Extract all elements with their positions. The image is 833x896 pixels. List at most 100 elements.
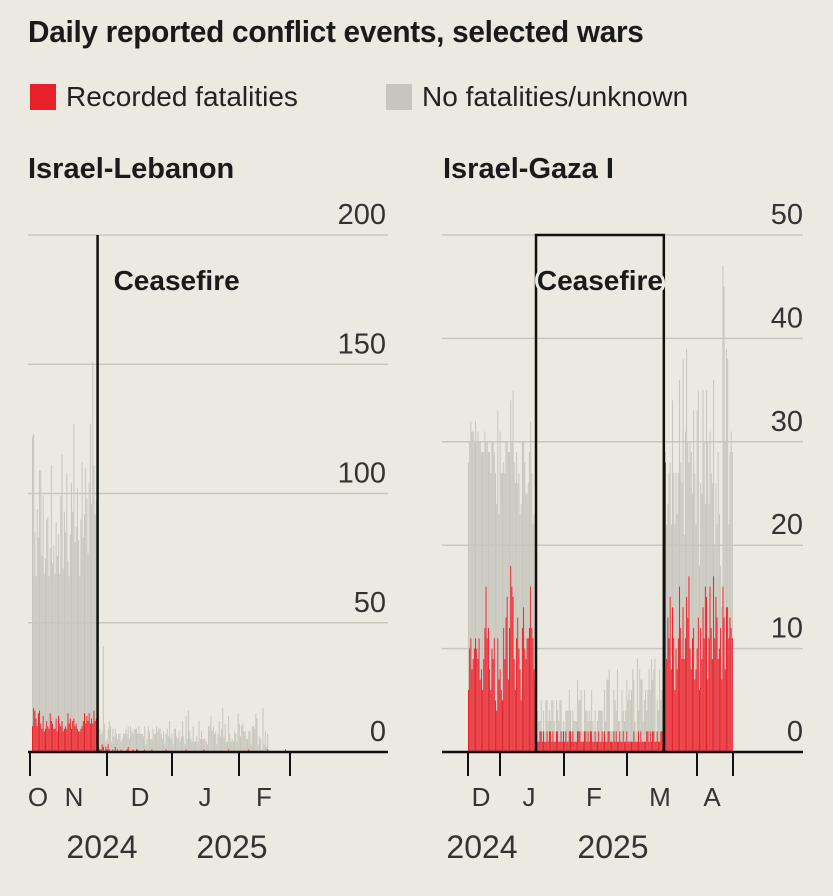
bar-fatalities — [55, 718, 57, 752]
bar-no-fatalities — [59, 573, 61, 724]
bar-fatalities — [53, 728, 55, 752]
bar-fatalities — [58, 715, 60, 752]
x-month-label: N — [65, 782, 84, 812]
bar-no-fatalities — [485, 441, 487, 587]
bar-fatalities — [613, 731, 615, 752]
bar-no-fatalities — [472, 431, 474, 659]
bar-no-fatalities — [607, 679, 609, 732]
bar-no-fatalities — [182, 720, 184, 752]
bar-no-fatalities — [627, 700, 629, 742]
bar-no-fatalities — [146, 739, 148, 752]
bar-no-fatalities — [240, 736, 242, 752]
bar-no-fatalities — [120, 741, 122, 750]
bar-no-fatalities — [69, 534, 71, 719]
bar-fatalities — [646, 731, 648, 752]
bar-no-fatalities — [257, 744, 259, 752]
bar-fatalities — [185, 749, 187, 752]
bar-no-fatalities — [46, 519, 48, 721]
bar-no-fatalities — [588, 710, 590, 742]
bar-no-fatalities — [185, 715, 187, 750]
bar-no-fatalities — [606, 679, 608, 742]
bar-no-fatalities — [706, 390, 708, 597]
bar-no-fatalities — [527, 483, 529, 639]
bar-fatalities — [623, 741, 625, 752]
y-tick-label: 50 — [354, 587, 386, 619]
bar-fatalities — [666, 658, 668, 752]
bar-fatalities — [698, 689, 700, 752]
bar-fatalities — [42, 715, 44, 752]
bar-fatalities — [570, 731, 572, 752]
bar-no-fatalities — [267, 733, 269, 750]
bar-no-fatalities — [113, 736, 115, 752]
bar-no-fatalities — [242, 723, 244, 752]
bar-no-fatalities — [476, 441, 478, 649]
bar-fatalities — [520, 700, 522, 752]
bar-no-fatalities — [121, 739, 123, 752]
bar-no-fatalities — [725, 348, 727, 608]
bar-fatalities — [642, 741, 644, 752]
bar-no-fatalities — [192, 726, 194, 752]
bar-no-fatalities — [698, 565, 700, 690]
bar-fatalities — [562, 731, 564, 752]
x-month-label: F — [586, 782, 602, 812]
ceasefire-label: Ceasefire — [537, 265, 663, 296]
bar-fatalities — [509, 627, 511, 752]
bar-no-fatalities — [573, 720, 575, 742]
bar-fatalities — [471, 669, 473, 752]
legend-swatch-grey — [386, 84, 412, 110]
bar-fatalities — [75, 723, 77, 752]
bar-no-fatalities — [532, 524, 534, 639]
bar-no-fatalities — [262, 708, 264, 752]
bar-no-fatalities — [503, 462, 505, 628]
bar-fatalities — [480, 669, 482, 752]
bar-fatalities — [45, 728, 47, 752]
bar-no-fatalities — [547, 720, 549, 742]
bar-no-fatalities — [638, 710, 640, 732]
bar-fatalities — [473, 648, 475, 752]
bar-no-fatalities — [680, 462, 682, 628]
bar-no-fatalities — [661, 689, 663, 732]
bar-no-fatalities — [215, 731, 217, 752]
bar-fatalities — [86, 715, 88, 752]
bar-fatalities — [601, 731, 603, 752]
bar-fatalities — [47, 726, 49, 752]
bar-fatalities — [89, 723, 91, 752]
bar-no-fatalities — [580, 689, 582, 742]
bar-no-fatalities — [686, 348, 688, 597]
bar-no-fatalities — [721, 607, 723, 680]
bar-no-fatalities — [524, 462, 526, 649]
bar-no-fatalities — [127, 726, 129, 747]
bar-no-fatalities — [80, 519, 82, 729]
bar-fatalities — [655, 741, 657, 752]
bar-no-fatalities — [114, 728, 116, 747]
bar-no-fatalities — [567, 710, 569, 742]
bar-no-fatalities — [128, 739, 130, 752]
bar-no-fatalities — [710, 472, 712, 628]
bar-no-fatalities — [153, 733, 155, 752]
bar-no-fatalities — [550, 720, 552, 732]
bar-no-fatalities — [650, 658, 652, 742]
bar-fatalities — [94, 720, 96, 752]
bar-no-fatalities — [62, 568, 64, 732]
bar-fatalities — [604, 731, 606, 752]
bar-no-fatalities — [507, 452, 509, 680]
bar-no-fatalities — [124, 733, 126, 752]
bar-fatalities — [56, 731, 58, 752]
bar-no-fatalities — [166, 728, 168, 752]
bar-no-fatalities — [110, 726, 112, 752]
bar-no-fatalities — [700, 483, 702, 628]
bar-no-fatalities — [571, 731, 573, 742]
x-month-label: F — [256, 782, 272, 812]
bar-fatalities — [686, 596, 688, 752]
bar-no-fatalities — [486, 441, 488, 639]
bar-fatalities — [731, 638, 733, 752]
bar-no-fatalities — [190, 739, 192, 752]
bar-no-fatalities — [48, 576, 50, 729]
bar-fatalities — [659, 741, 661, 752]
bar-no-fatalities — [497, 410, 499, 639]
bar-fatalities — [688, 576, 690, 752]
bar-no-fatalities — [691, 493, 693, 639]
bar-no-fatalities — [687, 441, 689, 618]
bar-no-fatalities — [60, 496, 62, 727]
bar-fatalities — [730, 627, 732, 752]
